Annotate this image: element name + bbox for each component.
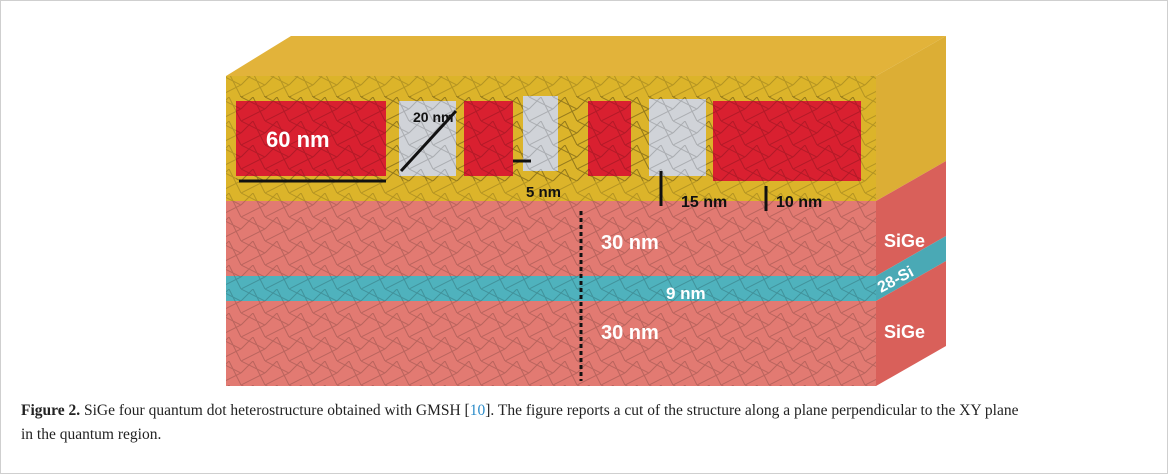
caption-label: Figure 2.	[21, 402, 80, 419]
dimension-label: 15 nm	[681, 194, 727, 211]
mesh	[236, 96, 861, 181]
dimension-label: 5 nm	[526, 184, 561, 201]
dimension-label: 60 nm	[266, 127, 330, 152]
dimension-label: 9 nm	[666, 284, 706, 303]
figure: 60 nm 20 nm 5 nm 15 nm 10 nm 30 nm 9 nm …	[1, 1, 1167, 396]
layer-label: SiGe	[884, 322, 925, 342]
dimension-label: 10 nm	[776, 194, 822, 211]
page: 60 nm 20 nm 5 nm 15 nm 10 nm 30 nm 9 nm …	[0, 0, 1168, 474]
caption-text: SiGe four quantum dot heterostructure ob…	[84, 402, 470, 419]
dimension-label: 30 nm	[601, 322, 659, 344]
layer-label: SiGe	[884, 231, 925, 251]
dimension-label: 20 nm	[413, 109, 453, 125]
dimension-label: 30 nm	[601, 232, 659, 254]
citation[interactable]: 10	[470, 402, 486, 419]
top-face	[226, 36, 946, 76]
caption: Figure 2. SiGe four quantum dot heterost…	[21, 399, 1021, 447]
